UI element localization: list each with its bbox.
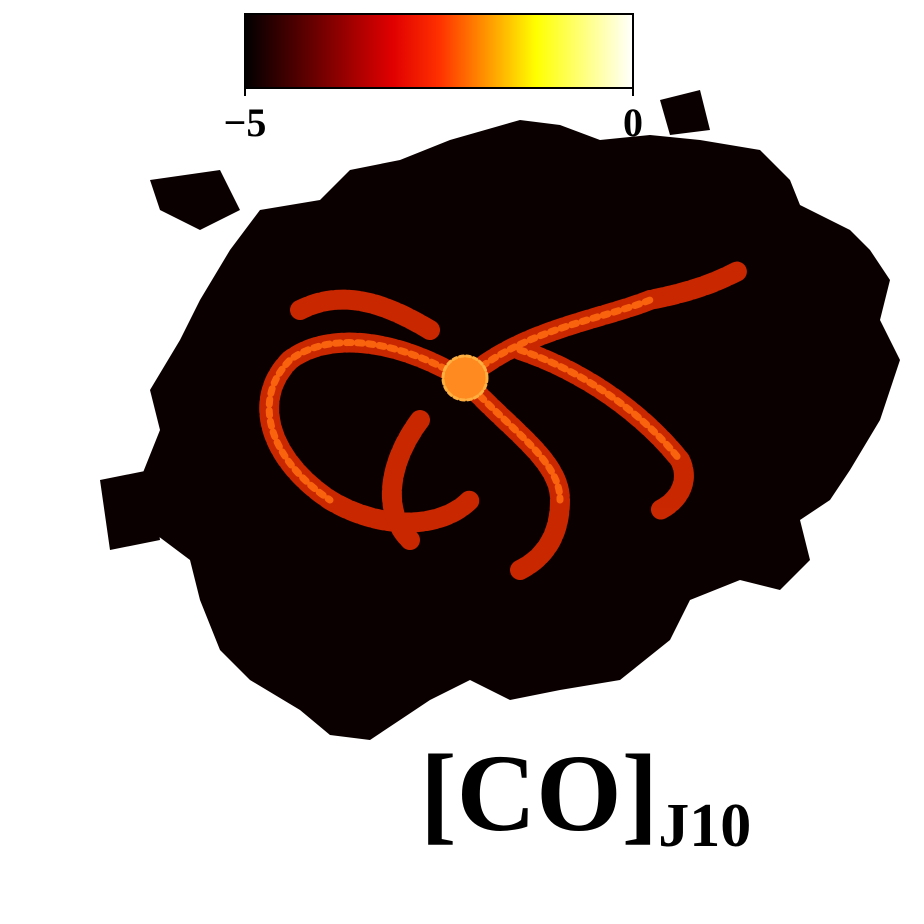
- label-main: [CO]: [420, 732, 658, 854]
- colorbar: −5 0: [224, 13, 643, 145]
- galaxy-map: [100, 90, 900, 740]
- map-label: [CO]J10: [420, 732, 751, 860]
- colorbar-fill: [244, 13, 634, 89]
- colorbar-tick-label: −5: [224, 100, 267, 145]
- galaxy-patch: [100, 470, 160, 550]
- galaxy-patch: [150, 170, 240, 230]
- label-subscript: J10: [658, 792, 751, 860]
- spiral-arms: [259, 260, 750, 580]
- galaxy-patch: [660, 90, 710, 135]
- colorbar-tick-label: 0: [623, 100, 643, 145]
